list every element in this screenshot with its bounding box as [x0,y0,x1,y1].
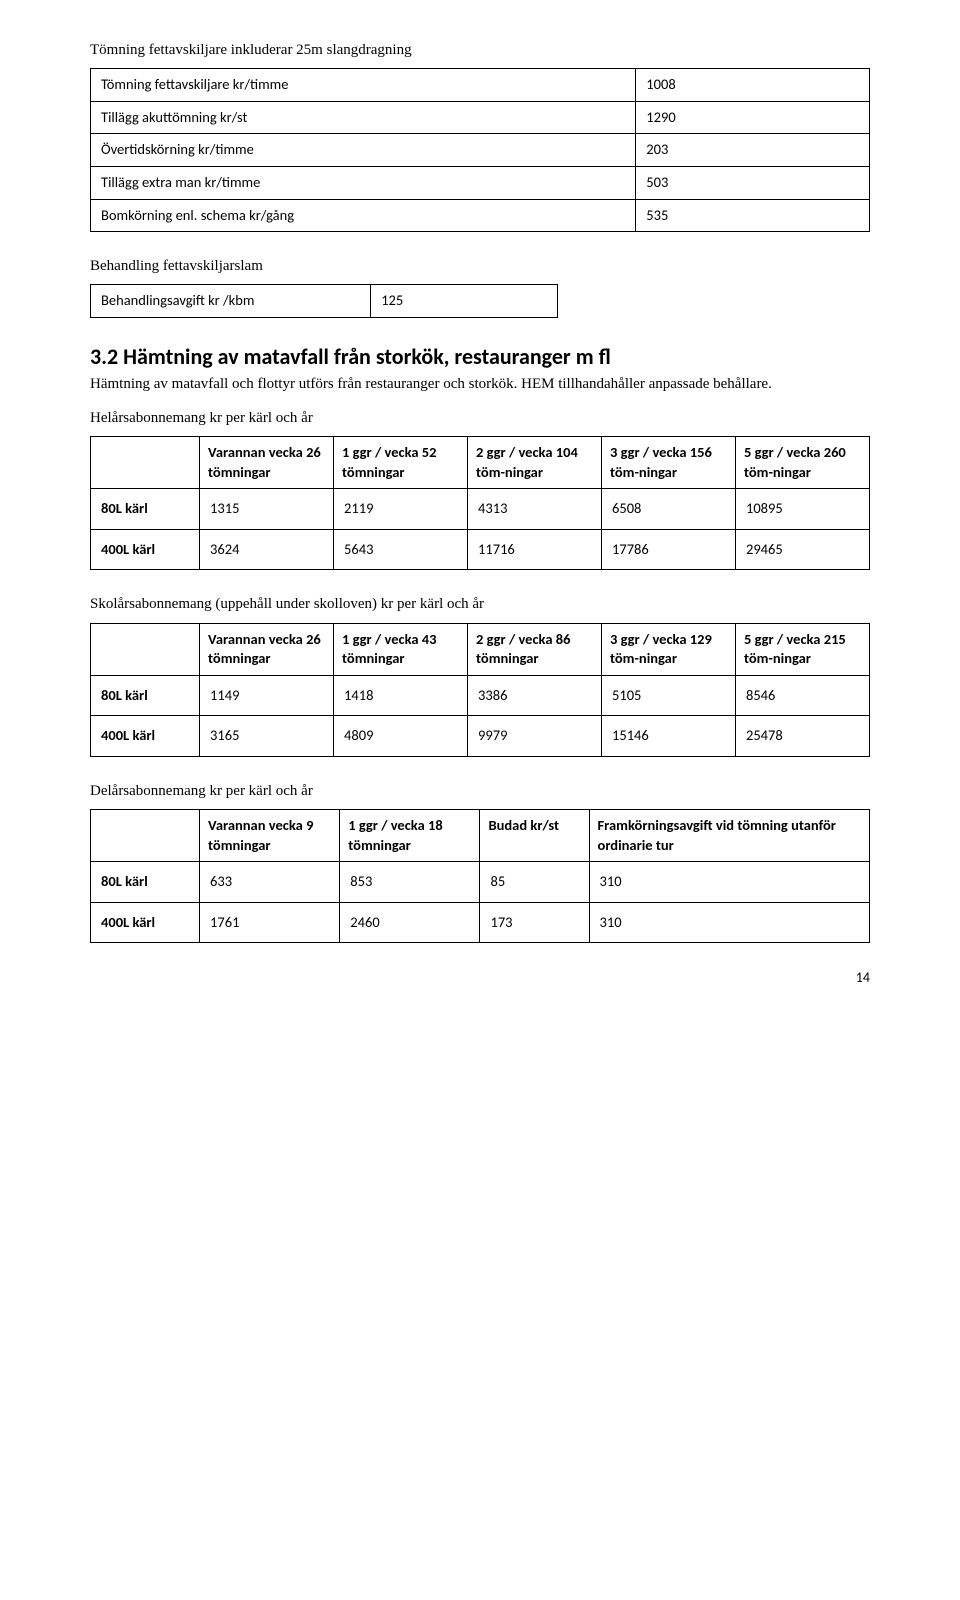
cell-value: 9979 [468,716,602,757]
cell-value: 1008 [636,69,870,102]
table-a-title: Helårsabonnemang kr per kärl och år [90,408,870,428]
cell-value: 125 [371,285,558,318]
col-header: Varannan vecka 26 tömningar [200,623,334,675]
cell-value: 503 [636,166,870,199]
row-label: 400L kärl [91,902,200,943]
cell-value: 1149 [200,675,334,716]
col-header: 5 ggr / vecka 215 töm-ningar [735,623,869,675]
main-heading: 3.2 Hämtning av matavfall från storkök, … [90,342,870,372]
table-row: 400L kärl 1761 2460 173 310 [91,902,870,943]
cell-value: 1418 [334,675,468,716]
cell-value: 203 [636,134,870,167]
cell-value: 1315 [200,489,334,530]
cell-value: 17786 [602,529,736,570]
table-row: Tillägg extra man kr/timme 503 [91,166,870,199]
cell-value: 3165 [200,716,334,757]
col-header: 3 ggr / vecka 156 töm-ningar [602,437,736,489]
cell-value: 85 [480,862,589,903]
table-b: Varannan vecka 26 tömningar 1 ggr / veck… [90,623,870,757]
cell-value: 310 [589,862,869,903]
row-label: 400L kärl [91,716,200,757]
section2-table: Behandlingsavgift kr /kbm 125 [90,284,558,318]
cell-value: 2460 [340,902,480,943]
table-row: 400L kärl 3165 4809 9979 15146 25478 [91,716,870,757]
table-c: Varannan vecka 9 tömningar 1 ggr / vecka… [90,809,870,943]
col-header: 1 ggr / vecka 52 tömningar [334,437,468,489]
cell-value: 10895 [735,489,869,530]
cell-label: Tömning fettavskiljare kr/timme [91,69,636,102]
header-row: Varannan vecka 26 tömningar 1 ggr / veck… [91,437,870,489]
cell-value: 4809 [334,716,468,757]
table-row: 80L kärl 1315 2119 4313 6508 10895 [91,489,870,530]
table-a: Varannan vecka 26 tömningar 1 ggr / veck… [90,436,870,570]
table-row: Övertidskörning kr/timme 203 [91,134,870,167]
cell-label: Behandlingsavgift kr /kbm [91,285,371,318]
cell-value: 1761 [200,902,340,943]
cell-value: 633 [200,862,340,903]
table-c-title: Delårsabonnemang kr per kärl och år [90,781,870,801]
cell-value: 6508 [602,489,736,530]
cell-value: 173 [480,902,589,943]
table-row: Tömning fettavskiljare kr/timme 1008 [91,69,870,102]
col-header: Varannan vecka 9 tömningar [200,810,340,862]
cell-value: 8546 [735,675,869,716]
cell-value: 11716 [468,529,602,570]
intro-text: Hämtning av matavfall och flottyr utförs… [90,374,870,394]
heading-text: Hämtning av matavfall från storkök, rest… [123,343,611,370]
cell-value: 15146 [602,716,736,757]
row-label: 400L kärl [91,529,200,570]
row-label: 80L kärl [91,489,200,530]
heading-number: 3.2 [90,343,118,370]
table-row: 80L kärl 1149 1418 3386 5105 8546 [91,675,870,716]
cell-value: 853 [340,862,480,903]
table-b-title: Skolårsabonnemang (uppehåll under skollo… [90,594,870,614]
col-header: Budad kr/st [480,810,589,862]
cell-value: 3624 [200,529,334,570]
col-header [91,437,200,489]
table-row: 80L kärl 633 853 85 310 [91,862,870,903]
cell-value: 1290 [636,101,870,134]
col-header: 2 ggr / vecka 104 töm-ningar [468,437,602,489]
cell-value: 25478 [735,716,869,757]
col-header: 5 ggr / vecka 260 töm-ningar [735,437,869,489]
cell-label: Övertidskörning kr/timme [91,134,636,167]
cell-value: 5643 [334,529,468,570]
col-header: 3 ggr / vecka 129 töm-ningar [602,623,736,675]
cell-value: 2119 [334,489,468,530]
section1-table: Tömning fettavskiljare kr/timme 1008 Til… [90,68,870,232]
cell-label: Tillägg extra man kr/timme [91,166,636,199]
cell-label: Bomkörning enl. schema kr/gång [91,199,636,232]
cell-value: 310 [589,902,869,943]
col-header: 1 ggr / vecka 18 tömningar [340,810,480,862]
cell-value: 29465 [735,529,869,570]
col-header [91,810,200,862]
header-row: Varannan vecka 26 tömningar 1 ggr / veck… [91,623,870,675]
row-label: 80L kärl [91,675,200,716]
header-row: Varannan vecka 9 tömningar 1 ggr / vecka… [91,810,870,862]
cell-label: Tillägg akuttömning kr/st [91,101,636,134]
table-row: Behandlingsavgift kr /kbm 125 [91,285,558,318]
table-row: Bomkörning enl. schema kr/gång 535 [91,199,870,232]
section1-title: Tömning fettavskiljare inkluderar 25m sl… [90,40,870,60]
table-row: 400L kärl 3624 5643 11716 17786 29465 [91,529,870,570]
col-header [91,623,200,675]
col-header: Framkörningsavgift vid tömning utanför o… [589,810,869,862]
row-label: 80L kärl [91,862,200,903]
col-header: Varannan vecka 26 tömningar [200,437,334,489]
page-number: 14 [90,969,870,988]
cell-value: 4313 [468,489,602,530]
table-row: Tillägg akuttömning kr/st 1290 [91,101,870,134]
cell-value: 5105 [602,675,736,716]
col-header: 1 ggr / vecka 43 tömningar [334,623,468,675]
cell-value: 3386 [468,675,602,716]
cell-value: 535 [636,199,870,232]
col-header: 2 ggr / vecka 86 tömningar [468,623,602,675]
section2-title: Behandling fettavskiljarslam [90,256,870,276]
